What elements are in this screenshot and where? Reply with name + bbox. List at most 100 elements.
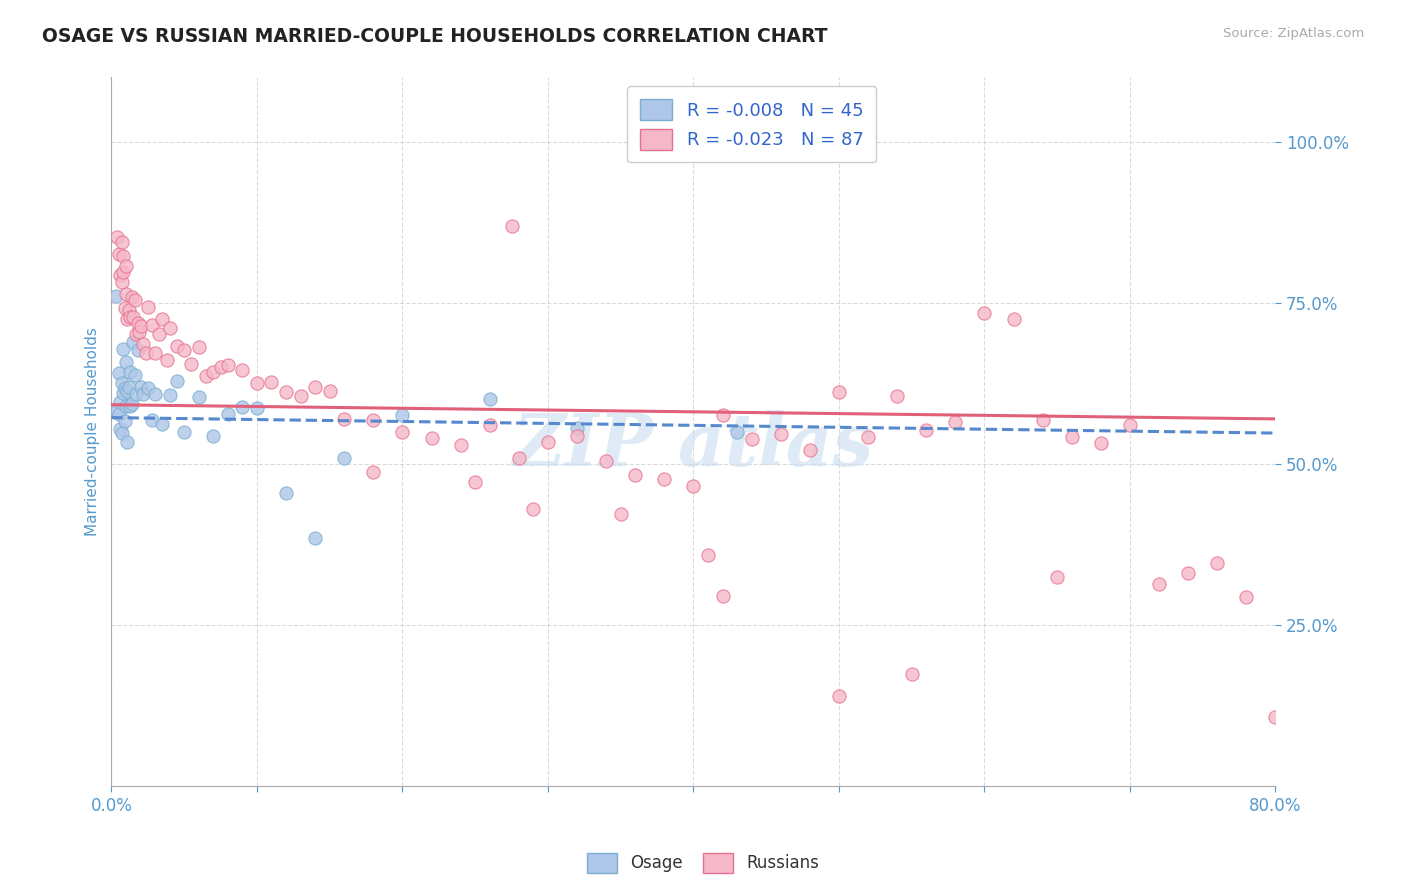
Point	[105, 404, 128, 418]
Point	[318, 384, 340, 399]
Point	[478, 392, 501, 407]
Point	[156, 352, 179, 367]
Point	[117, 435, 139, 450]
Point	[886, 389, 908, 403]
Point	[108, 421, 131, 435]
Point	[122, 334, 145, 349]
Point	[624, 468, 647, 483]
Point	[159, 320, 181, 334]
Text: OSAGE VS RUSSIAN MARRIED-COUPLE HOUSEHOLDS CORRELATION CHART: OSAGE VS RUSSIAN MARRIED-COUPLE HOUSEHOL…	[42, 27, 828, 45]
Point	[537, 435, 560, 450]
Point	[915, 423, 938, 437]
Point	[104, 289, 127, 303]
Point	[112, 248, 135, 262]
Point	[246, 376, 269, 390]
Point	[1046, 570, 1069, 584]
Point	[565, 429, 588, 443]
Point	[128, 325, 150, 339]
Point	[682, 479, 704, 493]
Point	[105, 229, 128, 244]
Point	[114, 380, 136, 394]
Point	[1060, 430, 1083, 444]
Point	[129, 318, 152, 333]
Point	[1090, 436, 1112, 450]
Point	[195, 368, 218, 383]
Point	[741, 432, 763, 446]
Point	[141, 412, 163, 426]
Point	[187, 390, 209, 404]
Point	[141, 318, 163, 333]
Text: Source: ZipAtlas.com: Source: ZipAtlas.com	[1223, 27, 1364, 40]
Point	[107, 407, 129, 421]
Point	[120, 365, 142, 379]
Point	[1147, 577, 1170, 591]
Point	[121, 290, 143, 304]
Point	[828, 385, 851, 400]
Point	[110, 275, 132, 289]
Point	[108, 268, 131, 282]
Point	[209, 360, 232, 375]
Point	[711, 589, 734, 603]
Point	[150, 311, 173, 326]
Point	[391, 425, 413, 439]
Point	[124, 293, 146, 307]
Point	[363, 465, 385, 479]
Point	[1206, 556, 1229, 570]
Point	[973, 306, 995, 320]
Point	[120, 399, 142, 413]
Point	[260, 375, 283, 389]
Point	[115, 399, 138, 413]
Point	[290, 389, 312, 403]
Point	[943, 415, 966, 429]
Point	[132, 387, 155, 401]
Y-axis label: Married-couple Households: Married-couple Households	[86, 327, 100, 536]
Point	[304, 531, 326, 545]
Point	[173, 343, 195, 357]
Point	[180, 357, 202, 371]
Point	[129, 380, 152, 394]
Point	[148, 326, 170, 341]
Point	[274, 486, 297, 500]
Point	[118, 303, 141, 318]
Point	[117, 311, 139, 326]
Point	[125, 327, 148, 342]
Point	[115, 354, 138, 368]
Point	[121, 397, 143, 411]
Point	[508, 451, 530, 466]
Point	[143, 387, 166, 401]
Point	[217, 358, 239, 372]
Point	[856, 430, 879, 444]
Point	[117, 384, 139, 398]
Point	[110, 376, 132, 391]
Point	[166, 374, 188, 388]
Point	[122, 310, 145, 325]
Point	[478, 418, 501, 433]
Point	[107, 247, 129, 261]
Point	[1032, 413, 1054, 427]
Point	[114, 301, 136, 316]
Point	[110, 425, 132, 440]
Point	[187, 340, 209, 354]
Point	[135, 346, 157, 360]
Point	[127, 343, 149, 358]
Point	[143, 346, 166, 360]
Point	[202, 365, 225, 379]
Point	[112, 385, 135, 400]
Point	[150, 417, 173, 431]
Point	[124, 368, 146, 383]
Point	[274, 385, 297, 400]
Point	[522, 502, 544, 516]
Point	[118, 380, 141, 394]
Point	[1264, 710, 1286, 724]
Point	[391, 408, 413, 422]
Point	[127, 316, 149, 330]
Point	[464, 475, 486, 490]
Point	[115, 259, 138, 273]
Legend: R = -0.008   N = 45, R = -0.023   N = 87: R = -0.008 N = 45, R = -0.023 N = 87	[627, 87, 876, 162]
Point	[799, 443, 821, 458]
Point	[166, 339, 188, 353]
Point	[132, 336, 155, 351]
Point	[136, 381, 159, 395]
Point	[304, 380, 326, 394]
Point	[711, 408, 734, 422]
